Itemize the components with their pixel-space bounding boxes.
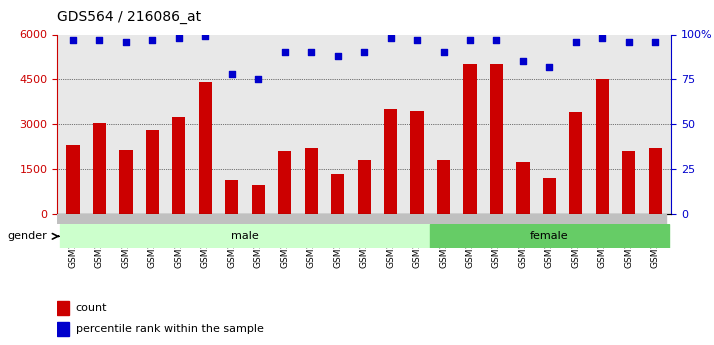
- Point: [464, 37, 476, 43]
- Bar: [358, 160, 371, 214]
- Bar: [305, 148, 318, 214]
- Bar: [172, 117, 186, 214]
- Point: [226, 71, 238, 77]
- Bar: [543, 178, 556, 214]
- Point: [200, 33, 211, 39]
- Bar: [437, 160, 450, 214]
- Bar: [66, 145, 80, 214]
- Bar: [384, 109, 397, 214]
- Point: [597, 35, 608, 41]
- Point: [120, 39, 131, 45]
- Point: [94, 37, 105, 43]
- Text: percentile rank within the sample: percentile rank within the sample: [76, 324, 263, 334]
- Point: [543, 64, 555, 70]
- Bar: [648, 148, 662, 214]
- Point: [385, 35, 396, 41]
- Point: [438, 50, 449, 55]
- Point: [67, 37, 79, 43]
- Bar: [622, 151, 635, 214]
- Point: [332, 53, 343, 59]
- Bar: [411, 111, 423, 214]
- Bar: [278, 151, 291, 214]
- Point: [650, 39, 661, 45]
- Point: [146, 37, 158, 43]
- Bar: [569, 112, 583, 214]
- Bar: [57, 322, 69, 336]
- Point: [253, 77, 264, 82]
- Bar: [93, 123, 106, 214]
- Point: [570, 39, 582, 45]
- Bar: [119, 150, 133, 214]
- Text: male: male: [231, 231, 259, 241]
- Bar: [251, 186, 265, 214]
- Bar: [57, 301, 69, 315]
- Point: [174, 35, 185, 41]
- Bar: [331, 174, 344, 214]
- Point: [306, 50, 317, 55]
- Bar: [595, 79, 609, 214]
- Bar: [146, 130, 159, 214]
- Bar: [463, 65, 477, 214]
- Point: [411, 37, 423, 43]
- Text: female: female: [530, 231, 569, 241]
- Bar: [516, 161, 530, 214]
- Point: [358, 50, 370, 55]
- Point: [491, 37, 502, 43]
- Point: [623, 39, 635, 45]
- Bar: [490, 65, 503, 214]
- Bar: [60, 224, 431, 248]
- Bar: [431, 224, 668, 248]
- Point: [517, 59, 528, 64]
- Bar: [225, 179, 238, 214]
- Text: GDS564 / 216086_at: GDS564 / 216086_at: [57, 10, 201, 24]
- Point: [279, 50, 291, 55]
- Bar: [198, 82, 212, 214]
- Text: count: count: [76, 303, 107, 313]
- Text: gender: gender: [7, 231, 47, 241]
